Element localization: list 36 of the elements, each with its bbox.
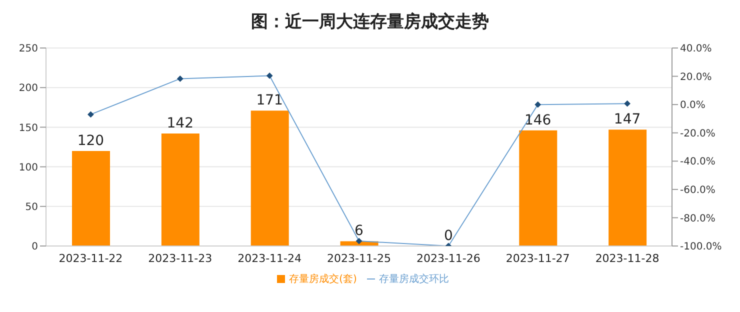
x-tick-label: 2023-11-27 bbox=[506, 252, 570, 265]
data-label: 0 bbox=[444, 228, 453, 244]
data-label: 120 bbox=[77, 132, 104, 149]
legend-label: 存量房成交环比 bbox=[378, 274, 449, 285]
bar bbox=[161, 134, 200, 246]
x-tick-label: 2023-11-23 bbox=[148, 252, 212, 265]
y-tick-label: 50 bbox=[25, 202, 38, 213]
bar bbox=[72, 150, 110, 246]
y-tick-label: 200 bbox=[18, 83, 38, 94]
y2-tick-label: -100.0% bbox=[680, 242, 722, 253]
y2-tick-label: 40.0% bbox=[680, 44, 712, 55]
y2-tick-label: 20.0% bbox=[680, 72, 712, 83]
y2-tick-label: -60.0% bbox=[680, 184, 716, 196]
x-tick-label: 2023-11-22 bbox=[58, 252, 123, 265]
x-tick-label: 2023-11-28 bbox=[595, 252, 660, 265]
data-label: 147 bbox=[614, 112, 641, 128]
y2-tick-label: 0.0% bbox=[680, 100, 706, 112]
bar bbox=[519, 130, 558, 246]
x-tick-label: 2023-11-24 bbox=[238, 252, 302, 265]
data-label: 6 bbox=[354, 223, 364, 240]
bar bbox=[608, 130, 647, 246]
y2-tick-label: -20.0% bbox=[680, 128, 716, 140]
data-label: 142 bbox=[166, 116, 194, 132]
data-label: 146 bbox=[524, 112, 552, 128]
y2-tick-label: -80.0% bbox=[680, 213, 716, 224]
y2-tick-label: -40.0% bbox=[680, 156, 716, 168]
x-tick-label: 2023-11-26 bbox=[416, 252, 480, 265]
y-tick-label: 100 bbox=[18, 162, 38, 174]
y-tick-label: 150 bbox=[18, 122, 38, 134]
legend-label: 存量房成交(套) bbox=[289, 274, 357, 285]
data-label: 171 bbox=[256, 92, 283, 109]
bar bbox=[250, 110, 289, 246]
x-tick-label: 2023-11-25 bbox=[327, 252, 391, 265]
chart-title: 图：近一周大连存量房成交走势 bbox=[250, 11, 490, 34]
y-tick-label: 0 bbox=[32, 242, 38, 253]
y-tick-label: 250 bbox=[18, 44, 38, 55]
